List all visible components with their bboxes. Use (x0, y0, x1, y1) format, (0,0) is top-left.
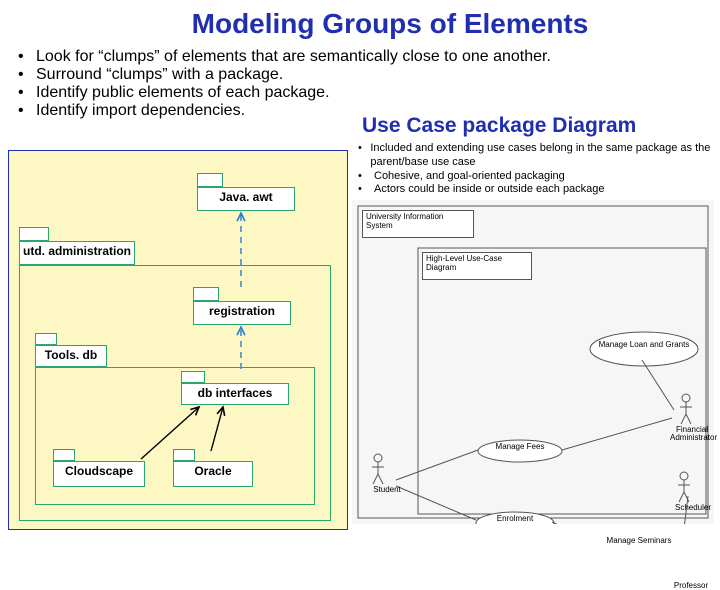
bullet-item: •Identify public elements of each packag… (18, 84, 720, 102)
sub-bullet-list: •Included and extending use cases belong… (352, 138, 716, 197)
package-label: Oracle (173, 464, 253, 478)
package-label: Cloudscape (53, 464, 145, 478)
package-label: registration (193, 304, 291, 318)
usecase-diagram: University InformationSystem High-Level U… (352, 200, 714, 524)
slide-title: Modeling Groups of Elements (0, 0, 720, 44)
sub-bullet-item: •Cohesive, and goal-oriented packaging (358, 170, 716, 184)
bullet-text: Surround “clumps” with a package. (36, 66, 283, 84)
package-tab (53, 449, 75, 461)
usecase-label: Manage Loan and Grants (590, 341, 698, 349)
package-label: Tools. db (35, 348, 107, 362)
package-tab (193, 287, 219, 301)
package-tab (19, 227, 49, 241)
package-label: utd. administration (19, 244, 135, 258)
right-panel: Use Case package Diagram •Included and e… (352, 114, 716, 534)
sub-bullet-item: •Actors could be inside or outside each … (358, 183, 716, 197)
usecase-label: Enrolment (476, 515, 554, 523)
actor-label: Financial Administrator (670, 426, 714, 443)
actor-label: Student (362, 486, 412, 494)
main-bullet-list: •Look for “clumps” of elements that are … (0, 44, 720, 122)
package-label: db interfaces (181, 386, 289, 400)
bullet-item: •Surround “clumps” with a package. (18, 66, 720, 84)
sub-bullet-text: Actors could be inside or outside each p… (374, 183, 605, 197)
package-diagram: utd. administration Java. awt registration… (8, 150, 348, 530)
actor-label: Professor (666, 582, 716, 590)
usecase-svg (352, 200, 714, 524)
package-tab (35, 333, 57, 345)
package-tab (197, 173, 223, 187)
diagram-title-label: High-Level Use-CaseDiagram (422, 252, 532, 280)
package-tab (173, 449, 195, 461)
sub-bullet-text: Included and extending use cases belong … (370, 142, 716, 170)
usecase-label: Manage Seminars (596, 537, 682, 545)
bullet-text: Identify import dependencies. (36, 102, 245, 120)
package-label: Java. awt (197, 190, 295, 204)
usecase-label: Manage Fees (478, 443, 562, 451)
system-boundary-label: University InformationSystem (362, 210, 474, 238)
sub-bullet-text: Cohesive, and goal-oriented packaging (374, 170, 565, 184)
bullet-item: •Look for “clumps” of elements that are … (18, 48, 720, 66)
bullet-text: Look for “clumps” of elements that are s… (36, 48, 551, 66)
sub-bullet-item: •Included and extending use cases belong… (358, 142, 716, 170)
actor-label: Scheduler (668, 504, 718, 512)
bullet-text: Identify public elements of each package… (36, 84, 330, 102)
package-tab (181, 371, 205, 383)
subtitle: Use Case package Diagram (352, 114, 716, 138)
